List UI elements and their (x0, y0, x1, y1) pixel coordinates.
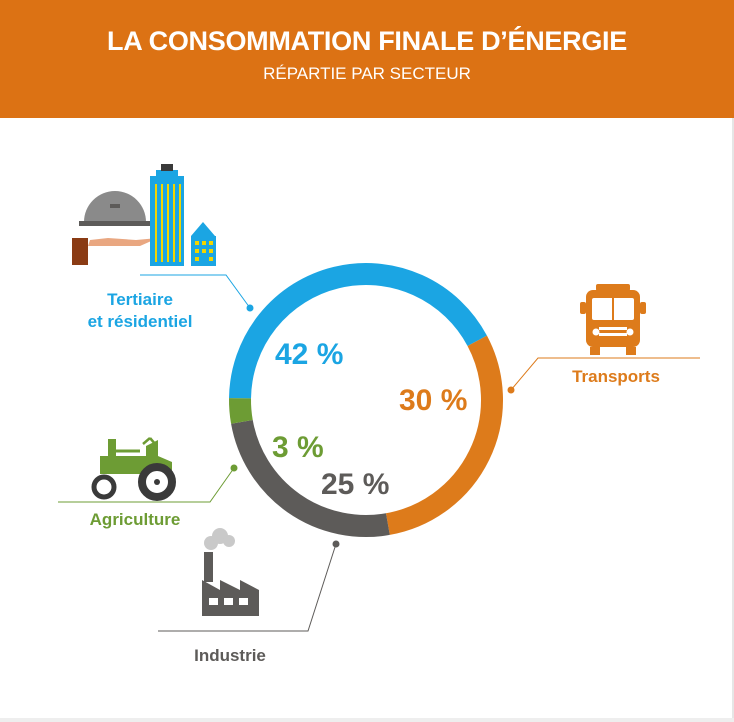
header-banner: LA CONSOMMATION FINALE D’ÉNERGIE RÉPARTI… (0, 0, 734, 118)
leader-dot-agriculture (230, 464, 238, 472)
frame-border-right (732, 118, 734, 722)
value-label-transports: 30 % (399, 384, 468, 417)
value-label-agriculture: 3 % (272, 431, 324, 464)
leader-line-tertiaire (140, 274, 251, 309)
leader-line-transports (510, 357, 700, 391)
factory-icon (202, 528, 259, 616)
tractor-icon (91, 437, 176, 501)
value-label-tertiaire: 42 % (275, 338, 344, 371)
donut-slice-industrie (231, 419, 390, 537)
chart-title: LA CONSOMMATION FINALE D’ÉNERGIE (107, 26, 627, 56)
chart-area: Tertiaire et résidentiel Transports Agri… (0, 118, 734, 722)
label-tertiaire: Tertiaire et résidentiel (87, 290, 193, 331)
chart-subtitle: RÉPARTIE PAR SECTEUR (263, 64, 471, 83)
leader-lines (58, 274, 700, 632)
leader-line-industrie (158, 543, 337, 632)
leader-dot-tertiaire (246, 304, 254, 312)
donut-slice-transports (385, 335, 503, 535)
donut-chart (58, 164, 700, 632)
frame-border-bottom (0, 718, 734, 722)
donut-slice-agriculture (229, 398, 253, 424)
leader-dot-transports (507, 386, 515, 394)
donut-slice-tertiaire (229, 263, 487, 399)
label-industrie: Industrie (194, 646, 266, 665)
label-agriculture: Agriculture (89, 510, 181, 529)
leader-line-agriculture (58, 467, 235, 503)
label-transports: Transports (572, 367, 660, 386)
bus-icon (580, 284, 646, 355)
value-label-industrie: 25 % (321, 468, 390, 501)
leader-dot-industrie (332, 540, 340, 548)
hotel-buildings-icon (72, 164, 216, 266)
